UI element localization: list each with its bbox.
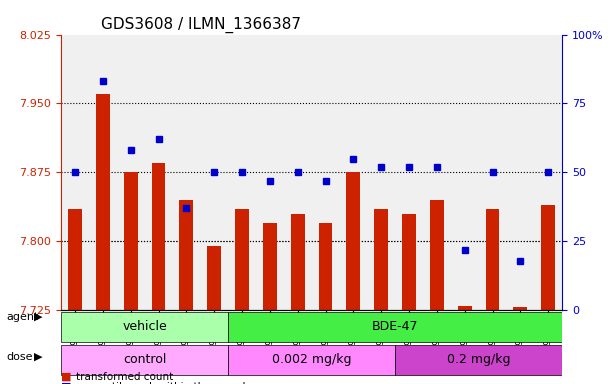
Text: dose: dose [6,352,32,362]
Bar [513,308,527,310]
Bar [123,172,137,310]
FancyBboxPatch shape [61,345,228,375]
FancyBboxPatch shape [61,312,228,342]
Bar [207,246,221,310]
Text: ▶: ▶ [34,352,42,362]
Text: 0.2 mg/kg: 0.2 mg/kg [447,353,510,366]
Text: ■: ■ [61,372,71,382]
Bar [402,214,416,310]
Text: agent: agent [6,312,38,322]
Text: GDS3608 / ILMN_1366387: GDS3608 / ILMN_1366387 [101,17,301,33]
FancyBboxPatch shape [228,312,562,342]
Text: ■: ■ [61,382,71,384]
Text: transformed count: transformed count [76,372,174,382]
Bar [180,200,193,310]
Bar [235,209,249,310]
Bar [318,223,332,310]
Bar [430,200,444,310]
Bar [96,94,110,310]
Text: BDE-47: BDE-47 [372,320,419,333]
Bar [374,209,388,310]
Bar [486,209,500,310]
Bar [68,209,82,310]
Text: 0.002 mg/kg: 0.002 mg/kg [272,353,351,366]
Text: percentile rank within the sample: percentile rank within the sample [76,382,252,384]
Bar [346,172,360,310]
FancyBboxPatch shape [228,345,395,375]
Text: control: control [123,353,166,366]
Bar [458,306,472,310]
FancyBboxPatch shape [395,345,562,375]
Bar [541,205,555,310]
Bar [291,214,305,310]
Bar [263,223,277,310]
Text: ▶: ▶ [34,312,42,322]
Text: vehicle: vehicle [122,320,167,333]
Bar [152,163,166,310]
